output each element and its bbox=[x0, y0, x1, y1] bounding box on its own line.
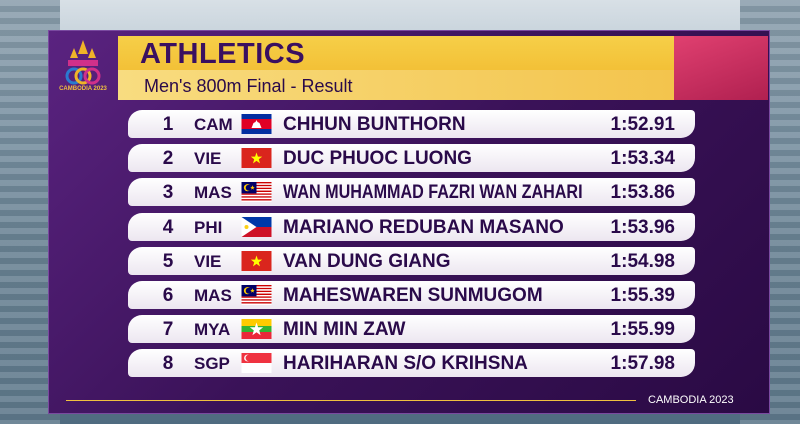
athlete-name: WAN MUHAMMAD FAZRI WAN ZAHARI bbox=[283, 182, 583, 204]
athlete-name: VAN DUNG GIANG bbox=[283, 250, 451, 272]
rank: 6 bbox=[162, 285, 174, 306]
country-code: MAS bbox=[194, 183, 232, 203]
footer-line bbox=[66, 400, 636, 401]
flag bbox=[241, 114, 272, 134]
rank: 1 bbox=[162, 114, 174, 135]
country-code: CAM bbox=[194, 115, 233, 134]
country-code: SGP bbox=[194, 354, 230, 374]
time: 1:53.86 bbox=[610, 182, 675, 204]
time: 1:57.98 bbox=[610, 353, 675, 375]
athlete-name: HARIHARAN S/O KRIHSNA bbox=[283, 353, 528, 375]
country-code: VIE bbox=[194, 149, 222, 169]
result-row: 7 MYA MIN MIN ZAW 1:55.99 bbox=[128, 315, 695, 344]
games-logo bbox=[65, 40, 101, 85]
country-code: VIE bbox=[194, 251, 222, 271]
result-row: 4 PHI MARIANO REDUBAN MASANO 1:53.96 bbox=[128, 212, 695, 241]
rank: 5 bbox=[162, 250, 174, 272]
footer: CAMBODIA 2023 bbox=[648, 394, 734, 406]
result-row: 1 CAM CHHUN BUNTHORN 1:52.91 bbox=[128, 110, 695, 138]
flag bbox=[241, 353, 272, 374]
rank: 3 bbox=[162, 182, 174, 204]
time: 1:55.39 bbox=[610, 285, 675, 306]
flag bbox=[241, 216, 272, 237]
flag bbox=[241, 148, 272, 169]
flag bbox=[241, 285, 272, 305]
country-code: PHI bbox=[194, 217, 223, 237]
time: 1:55.99 bbox=[610, 319, 675, 341]
result-row: 2 VIE DUC PHUOC LUONG 1:53.34 bbox=[128, 144, 695, 173]
flag bbox=[241, 319, 272, 340]
logo-text: CAMBODIA 2023 bbox=[59, 86, 107, 92]
rank: 8 bbox=[162, 353, 174, 375]
rank: 4 bbox=[162, 216, 174, 238]
time: 1:53.34 bbox=[610, 148, 675, 170]
time: 1:54.98 bbox=[610, 250, 675, 272]
subtitle: Men's 800m Final - Result bbox=[144, 76, 353, 96]
athlete-name: MAHESWAREN SUNMUGOM bbox=[283, 285, 543, 306]
athlete-name: MARIANO REDUBAN MASANO bbox=[283, 216, 564, 238]
header: ATHLETICS Men's 800m Final - Result bbox=[118, 36, 768, 100]
subtitle-band bbox=[118, 70, 678, 100]
header-corner bbox=[674, 36, 768, 100]
flag bbox=[241, 250, 272, 271]
rank: 7 bbox=[162, 319, 174, 341]
rank: 2 bbox=[162, 148, 174, 170]
result-row: 8 SGP HARIHARAN S/O KRIHSNA 1:57.98 bbox=[128, 349, 695, 378]
result-row: 5 VIE VAN DUNG GIANG 1:54.98 bbox=[128, 246, 695, 275]
time: 1:53.96 bbox=[610, 216, 675, 238]
athlete-name: DUC PHUOC LUONG bbox=[283, 148, 472, 170]
country-code: MYA bbox=[194, 320, 231, 340]
athlete-name: CHHUN BUNTHORN bbox=[283, 114, 466, 135]
result-row: 6 MAS MAHESWAREN SUNMUGOM 1:55.39 bbox=[128, 281, 695, 309]
title: ATHLETICS bbox=[140, 38, 306, 70]
time: 1:52.91 bbox=[610, 114, 675, 135]
country-code: MAS bbox=[194, 286, 232, 305]
athlete-name: MIN MIN ZAW bbox=[283, 319, 406, 341]
flag bbox=[241, 182, 272, 203]
result-row: 3 MAS WAN MUHAMMAD FAZRI WAN ZAHARI 1:53.86 bbox=[128, 178, 695, 207]
